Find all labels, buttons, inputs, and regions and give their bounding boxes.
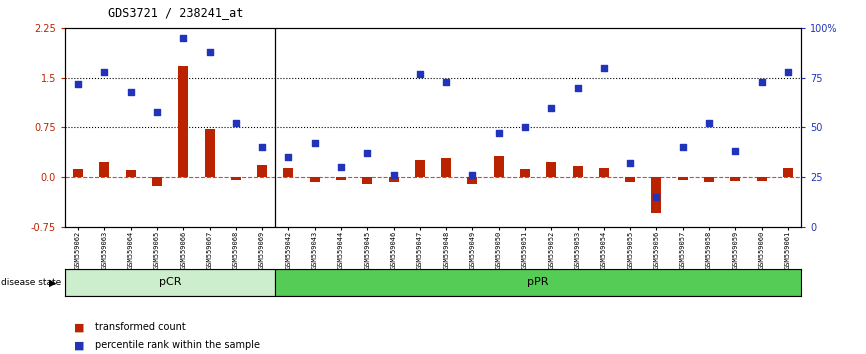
Point	[624, 160, 637, 166]
Point	[439, 79, 453, 85]
Bar	[283, 168, 294, 177]
Text: pPR: pPR	[527, 277, 549, 287]
Point	[466, 172, 480, 178]
Text: ■: ■	[74, 322, 84, 332]
Point	[98, 69, 112, 75]
Bar	[310, 177, 320, 182]
Text: disease state: disease state	[1, 278, 61, 287]
Point	[413, 71, 427, 77]
Bar	[678, 177, 688, 180]
Point	[281, 154, 295, 160]
Point	[150, 109, 164, 114]
Point	[781, 69, 795, 75]
Point	[597, 65, 611, 71]
Bar	[73, 169, 83, 177]
Bar	[231, 177, 241, 180]
Bar	[257, 165, 267, 177]
Bar	[178, 66, 188, 177]
Bar	[520, 169, 530, 177]
Bar	[704, 177, 714, 182]
Point	[177, 35, 191, 41]
Point	[124, 89, 138, 95]
Bar	[441, 159, 451, 177]
Bar	[65, 269, 275, 296]
Bar	[783, 168, 793, 177]
Bar	[546, 162, 556, 177]
Point	[702, 121, 716, 126]
Bar	[100, 162, 109, 177]
Bar	[336, 177, 346, 180]
Point	[229, 121, 242, 126]
Point	[545, 105, 559, 110]
Bar	[362, 177, 372, 184]
Bar	[625, 177, 635, 182]
Point	[334, 164, 348, 170]
Point	[675, 144, 689, 150]
Bar	[757, 177, 766, 181]
Bar	[389, 177, 398, 182]
Text: percentile rank within the sample: percentile rank within the sample	[95, 340, 261, 350]
Point	[386, 172, 400, 178]
Point	[255, 144, 269, 150]
Point	[518, 125, 532, 130]
Point	[203, 49, 216, 55]
Point	[754, 79, 768, 85]
Point	[571, 85, 585, 91]
Bar	[468, 177, 477, 184]
Bar	[494, 156, 504, 177]
Text: ■: ■	[74, 340, 84, 350]
Point	[492, 131, 506, 136]
Point	[71, 81, 85, 87]
Bar	[152, 177, 162, 185]
Point	[360, 150, 374, 156]
Bar	[730, 177, 740, 181]
Bar	[415, 160, 425, 177]
Bar	[651, 177, 662, 213]
Text: ▶: ▶	[49, 277, 57, 287]
Text: pCR: pCR	[158, 277, 181, 287]
Point	[728, 148, 742, 154]
Bar	[275, 269, 814, 296]
Bar	[126, 170, 136, 177]
Bar	[572, 166, 583, 177]
Text: transformed count: transformed count	[95, 322, 186, 332]
Point	[307, 141, 321, 146]
Text: GDS3721 / 238241_at: GDS3721 / 238241_at	[108, 6, 243, 19]
Bar	[204, 130, 215, 177]
Bar	[599, 168, 609, 177]
Point	[650, 194, 663, 200]
